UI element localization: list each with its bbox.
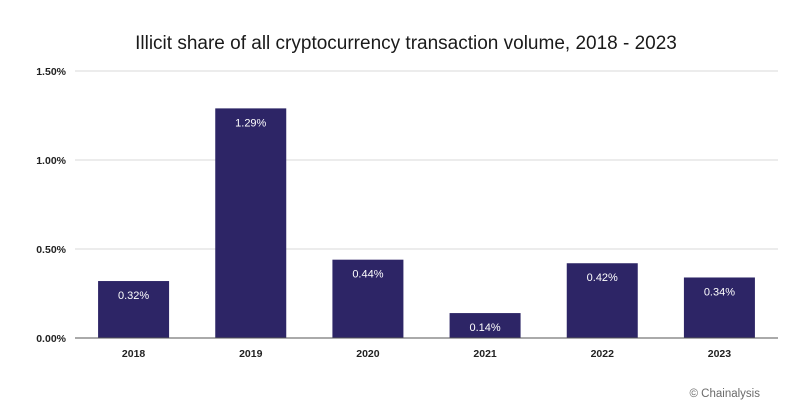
x-tick-label: 2022 (591, 348, 615, 360)
y-tick-label: 1.50% (36, 66, 66, 78)
data-label-2020: 0.44% (352, 269, 383, 281)
bars: 0.32% 1.29% 0.44% 0.14% 0.42% 0.34% (98, 108, 755, 338)
y-tick-label: 1.00% (36, 155, 66, 167)
x-tick-label: 2023 (708, 348, 732, 360)
data-label-2021: 0.14% (469, 322, 500, 334)
y-tick-label: 0.50% (36, 244, 66, 256)
bar-2023 (683, 277, 755, 338)
source-credit: © Chainalysis (690, 388, 761, 400)
x-tick-label: 2021 (473, 348, 497, 360)
bar-2020 (332, 259, 404, 338)
y-axis-ticks: 0.00% 0.50% 1.00% 1.50% (36, 66, 66, 345)
chart-title: Illicit share of all cryptocurrency tran… (135, 33, 677, 54)
bar-2022 (566, 263, 638, 338)
bar-2018 (98, 281, 170, 338)
y-tick-label: 0.00% (36, 333, 66, 345)
data-label-2022: 0.42% (587, 272, 618, 284)
data-label-2023: 0.34% (704, 286, 735, 298)
x-tick-label: 2018 (122, 348, 146, 360)
gridlines (75, 70, 778, 250)
x-axis-ticks: 2018 2019 2020 2021 2022 2023 (122, 348, 731, 360)
data-label-2018: 0.32% (118, 290, 149, 302)
bar-2021 (449, 313, 521, 338)
bar-2019 (215, 108, 287, 338)
data-label-2019: 1.29% (235, 117, 266, 129)
x-tick-label: 2019 (239, 348, 263, 360)
x-tick-label: 2020 (356, 348, 380, 360)
